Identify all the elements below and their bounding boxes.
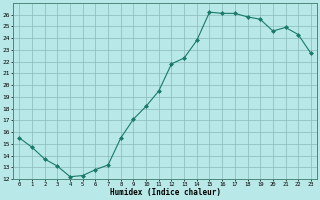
- X-axis label: Humidex (Indice chaleur): Humidex (Indice chaleur): [110, 188, 220, 197]
